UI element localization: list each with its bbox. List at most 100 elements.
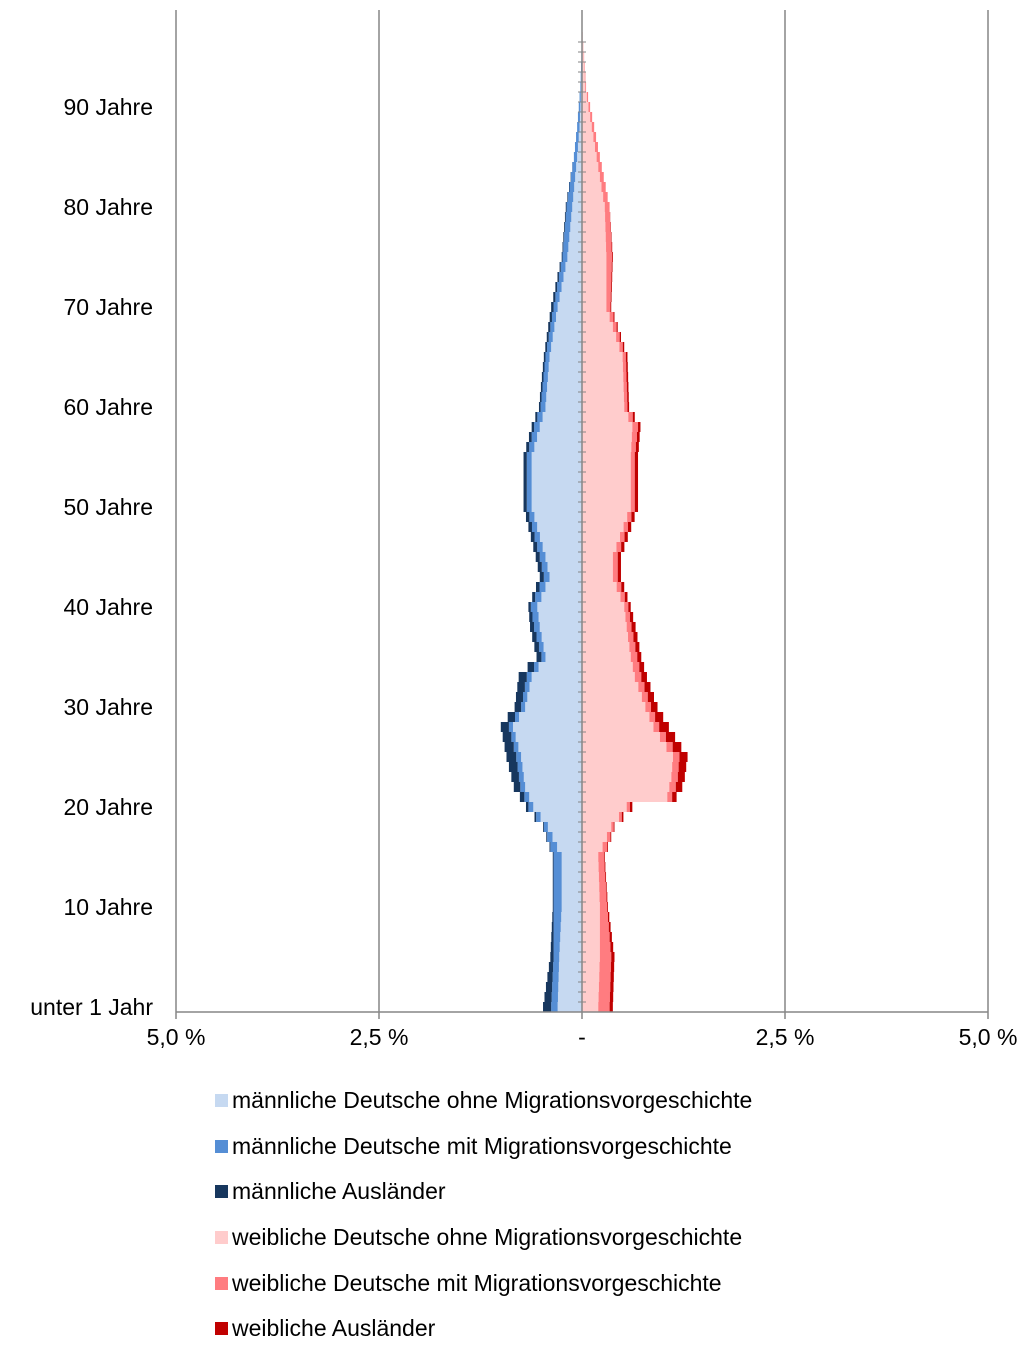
bar-left-s0-age-1 [558, 992, 582, 1002]
bar-right-s0-age-75 [582, 252, 606, 262]
bar-right-s2-age-8 [609, 922, 611, 932]
bar-left-s2-age-14 [553, 862, 554, 872]
bar-left-s2-age-8 [552, 922, 554, 932]
bar-right-s2-age-21 [672, 792, 676, 802]
bar-right-s2-age-32 [645, 682, 651, 692]
bar-left-s2-age-0 [543, 1002, 551, 1012]
bar-right-s0-age-55 [582, 452, 631, 462]
bar-left-s0-age-12 [562, 882, 582, 892]
bar-right-s0-age-76 [582, 242, 606, 252]
bar-left-s0-age-47 [540, 532, 582, 542]
bar-right-s2-age-42 [621, 582, 624, 592]
bar-left-s1-age-51 [527, 492, 532, 502]
legend-item: männliche Deutsche ohne Migrationsvorges… [215, 1078, 752, 1124]
bar-left-s1-age-16 [550, 842, 557, 852]
bar-left-s0-age-78 [570, 222, 582, 232]
bar-right-s1-age-51 [631, 492, 635, 502]
bar-left-s1-age-4 [553, 962, 559, 972]
bar-left-s1-age-44 [542, 562, 548, 572]
bar-left-s1-age-84 [572, 162, 576, 172]
bar-right-s1-age-0 [598, 1002, 609, 1012]
bar-left-s2-age-4 [549, 962, 553, 972]
x-tick-label: 5,0 % [959, 1024, 1018, 1050]
bar-right-s2-age-0 [610, 1002, 613, 1012]
bar-left-s1-age-61 [542, 392, 547, 402]
bar-right-s1-age-30 [645, 702, 651, 712]
bar-right-s0-age-30 [582, 702, 645, 712]
bar-left-s0-age-68 [554, 322, 582, 332]
bar-right-s2-age-12 [606, 882, 607, 892]
legend-swatch [215, 1322, 228, 1335]
bar-left-s1-age-65 [545, 352, 549, 362]
bar-right-s2-age-76 [612, 242, 613, 252]
bar-right-s1-age-1 [599, 992, 610, 1002]
bar-right-s1-age-67 [616, 332, 620, 342]
legend-item: weibliche Ausländer [215, 1306, 752, 1352]
bar-right-s0-age-64 [582, 362, 623, 372]
bar-right-s0-age-81 [582, 192, 603, 202]
bar-left-s1-age-90 [579, 102, 581, 112]
bar-left-s1-age-91 [580, 92, 581, 102]
bar-left-s2-age-60 [539, 402, 541, 412]
bar-left-s2-age-32 [517, 682, 525, 692]
bar-left-s0-age-8 [561, 922, 582, 932]
bar-left-s1-age-88 [577, 122, 579, 132]
bar-right-s1-age-61 [624, 392, 627, 402]
bar-right-s0-age-84 [582, 162, 598, 172]
bar-right-s1-age-4 [600, 962, 611, 972]
bar-right-s1-age-55 [631, 452, 635, 462]
bar-left-s0-age-3 [559, 972, 582, 982]
bar-left-s2-age-37 [532, 632, 536, 642]
bar-right-s2-age-68 [617, 322, 618, 332]
bar-left-s0-age-69 [556, 312, 582, 322]
bar-left-s2-age-53 [524, 472, 527, 482]
bar-right-s1-age-25 [673, 752, 679, 762]
bar-right-s1-age-33 [635, 672, 641, 682]
bar-right-s1-age-46 [616, 542, 621, 552]
bar-left-s1-age-68 [550, 322, 554, 332]
bar-right-s1-age-14 [599, 862, 605, 872]
bar-left-s1-age-40 [531, 602, 537, 612]
bar-right-s2-age-27 [666, 732, 675, 742]
bar-left-s0-age-25 [521, 752, 582, 762]
bar-left-s2-age-33 [519, 672, 527, 682]
legend-item: weibliche Deutsche ohne Migrationsvorges… [215, 1215, 752, 1261]
bar-left-s1-age-29 [515, 712, 519, 722]
bar-left-s2-age-50 [524, 502, 527, 512]
bar-left-s1-age-43 [544, 572, 550, 582]
bar-left-s1-age-79 [566, 212, 572, 222]
bar-left-s2-age-73 [557, 272, 558, 282]
bar-right-s1-age-69 [610, 312, 614, 322]
bar-left-s1-age-92 [580, 82, 581, 92]
bar-right-s1-age-60 [624, 402, 627, 412]
bar-right-s2-age-14 [605, 862, 606, 872]
bar-left-s0-age-48 [537, 522, 582, 532]
bar-right-s1-age-12 [599, 882, 606, 892]
bar-right-s1-age-45 [613, 552, 618, 562]
bar-left-s0-age-77 [569, 232, 582, 242]
bar-right-s1-age-49 [627, 512, 631, 522]
bar-left-s2-age-74 [560, 262, 561, 272]
bar-left-s2-age-41 [532, 592, 535, 602]
bar-right-s0-age-87 [582, 132, 593, 142]
bar-right-s1-age-84 [598, 162, 602, 172]
bar-left-s1-age-37 [537, 632, 542, 642]
bar-left-s2-age-48 [528, 522, 532, 532]
bar-right-s1-age-18 [611, 822, 613, 832]
bar-left-s1-age-58 [534, 422, 540, 432]
bar-right-s0-age-20 [582, 802, 627, 812]
bar-right-s1-age-19 [619, 812, 622, 822]
bar-left-s2-age-18 [543, 822, 544, 832]
bar-left-s1-age-57 [532, 432, 537, 442]
bar-right-s0-age-70 [582, 302, 606, 312]
bar-right-s1-age-58 [632, 422, 638, 432]
bar-right-s2-age-64 [626, 362, 628, 372]
bar-right-s0-age-53 [582, 472, 631, 482]
bar-right-s1-age-68 [613, 322, 617, 332]
bar-left-s2-age-30 [515, 702, 521, 712]
bar-left-s1-age-77 [564, 232, 569, 242]
y-tick-label: 20 Jahre [63, 794, 153, 820]
legend-label: männliche Ausländer [232, 1180, 446, 1203]
bar-right-s1-age-75 [606, 252, 612, 262]
